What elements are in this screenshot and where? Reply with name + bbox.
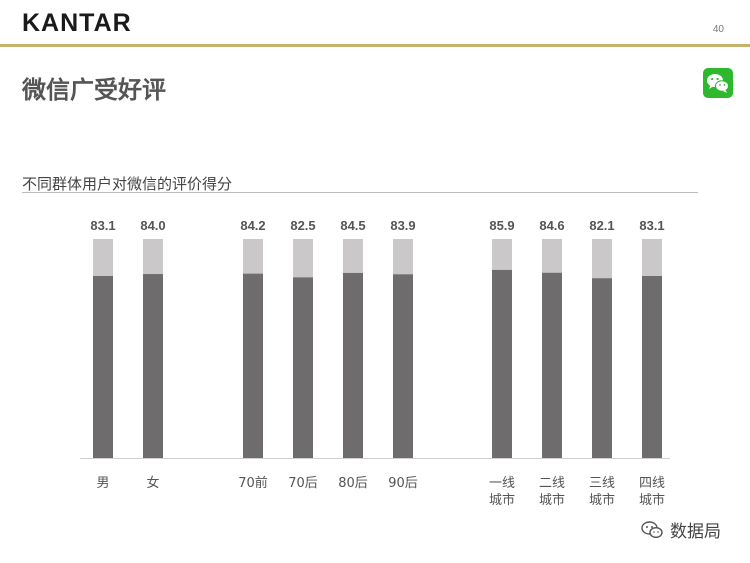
x-tick-label: 80后 (338, 476, 368, 491)
bar-value-label: 84.5 (340, 218, 365, 233)
bar-remainder (343, 239, 363, 273)
page-title: 微信广受好评 (22, 76, 166, 104)
bar-remainder (93, 239, 113, 277)
x-tick-label: 一线 (489, 476, 515, 491)
bar-value-label: 82.1 (589, 218, 614, 233)
bar-remainder (293, 239, 313, 278)
bar (542, 272, 562, 458)
bar (393, 274, 413, 458)
x-tick-label: 城市 (589, 492, 615, 508)
x-tick-label: 城市 (539, 492, 565, 508)
bar (293, 277, 313, 458)
bar (343, 272, 363, 458)
bar-value-label: 83.1 (639, 218, 664, 233)
bar-remainder (393, 239, 413, 275)
bar-remainder (143, 239, 163, 275)
bar (592, 278, 612, 458)
chart-subtitle: 不同群体用户对微信的评价得分 (22, 175, 233, 193)
x-tick-label: 70前 (238, 475, 268, 491)
x-tick-label: 男 (96, 476, 109, 491)
bar (143, 274, 163, 458)
bar-remainder (492, 239, 512, 270)
watermark: 数据局 (640, 517, 721, 542)
bar-value-label: 85.9 (489, 218, 514, 233)
bar-remainder (243, 239, 263, 274)
x-tick-label: 三线 (589, 476, 615, 491)
x-tick-label: 女 (146, 475, 159, 491)
bar-value-label: 82.5 (290, 218, 315, 233)
wechat-outline-icon (641, 520, 663, 538)
bar-value-label: 84.6 (539, 218, 564, 233)
bar-remainder (592, 239, 612, 279)
x-tick-label: 城市 (489, 492, 515, 508)
watermark-text: 数据局 (670, 522, 721, 542)
subtitle-divider (22, 192, 698, 193)
x-tick-label: 四线 (639, 476, 665, 491)
bar-value-label: 84.2 (240, 218, 265, 233)
bar-remainder (542, 239, 562, 273)
bar-value-label: 83.9 (390, 218, 415, 233)
x-tick-label: 城市 (639, 492, 665, 508)
x-tick-label: 70后 (288, 476, 318, 491)
bar (93, 276, 113, 458)
bar-remainder (642, 239, 662, 277)
bar-value-label: 83.1 (90, 218, 115, 233)
bar (642, 276, 662, 458)
header-divider (0, 44, 750, 47)
bar (243, 273, 263, 458)
x-tick-label: 二线 (539, 476, 565, 491)
wechat-icon (703, 68, 733, 98)
kantar-logo: KANTAR (22, 9, 132, 37)
x-tick-label: 90后 (388, 476, 418, 491)
bar (492, 269, 512, 458)
bar-value-label: 84.0 (140, 218, 165, 233)
page-number: 40 (712, 24, 724, 35)
